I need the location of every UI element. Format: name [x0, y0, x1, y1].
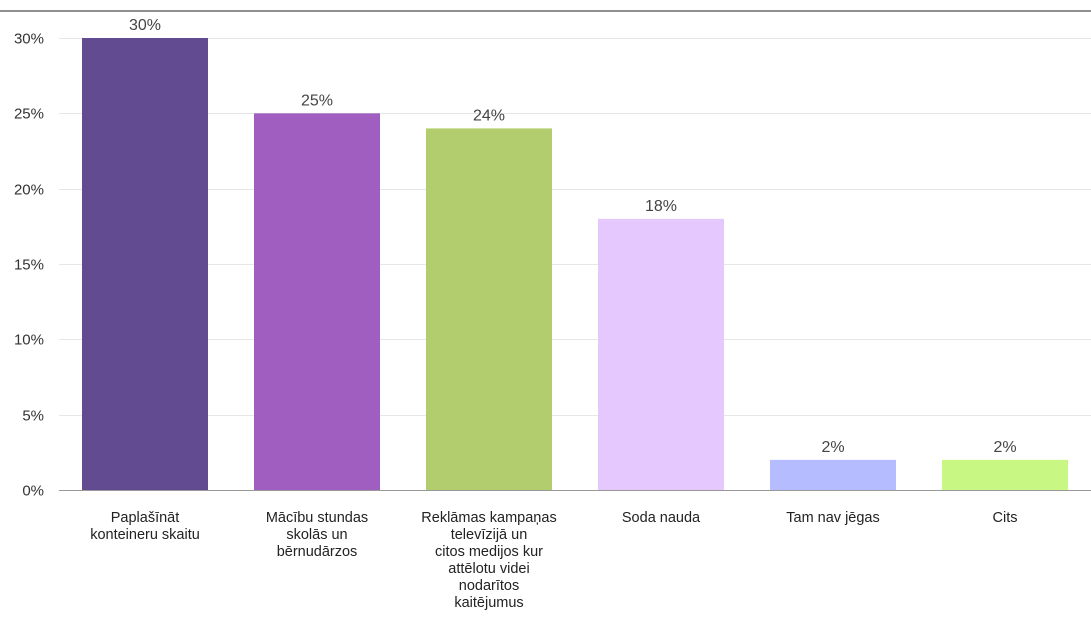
bar — [426, 128, 552, 490]
data-labels: 30% 25% 24% 18% 2% 2% — [129, 17, 1017, 456]
bar-value-label: 25% — [301, 92, 333, 109]
category-label: Paplašīnāt konteineru skaitu — [90, 510, 200, 543]
category-label-line: televīzijā un — [451, 527, 528, 543]
bar-value-label: 24% — [473, 107, 505, 124]
category-label: Reklāmas kampaņas televīzijā un citos medi… — [421, 510, 556, 611]
bar — [598, 218, 724, 491]
category-label: Tam nav jēgas — [786, 510, 880, 526]
category-label-line: citos medijos kur — [435, 544, 543, 560]
bar-value-label: 2% — [993, 439, 1016, 456]
y-tick-label: 0% — [22, 483, 44, 500]
category-label-line: Paplašīnāt — [111, 510, 180, 526]
category-label-line: Cits — [993, 510, 1018, 526]
category-label-line: kaitējumus — [454, 595, 523, 611]
category-label-line: konteineru skaitu — [90, 527, 200, 543]
category-label-line: Tam nav jēgas — [786, 510, 880, 526]
y-tick-label: 20% — [14, 182, 44, 199]
category-label-line: bērnudārzos — [277, 544, 358, 560]
bar — [942, 459, 1068, 490]
bar-value-label: 2% — [821, 439, 844, 456]
gridlines — [59, 38, 1091, 416]
category-label: Mācību stundas skolās un bērnudārzos — [266, 510, 368, 560]
category-label-line: skolās un — [286, 527, 347, 543]
y-tick-label: 10% — [14, 332, 44, 349]
bar — [770, 459, 896, 490]
category-label-line: Reklāmas kampaņas — [421, 510, 556, 526]
bar — [82, 38, 208, 490]
category-label-line: nodarītos — [459, 578, 519, 594]
y-tick-label: 5% — [22, 408, 44, 425]
y-tick-label: 30% — [14, 31, 44, 48]
category-label-line: Mācību stundas — [266, 510, 368, 526]
bars — [82, 38, 1068, 491]
bar-value-label: 18% — [645, 198, 677, 215]
bar-value-label: 30% — [129, 17, 161, 34]
category-label-line: Soda nauda — [622, 510, 701, 526]
category-labels: Paplašīnāt konteineru skaitu Mācību stunda… — [90, 510, 1017, 611]
y-tick-label: 25% — [14, 106, 44, 123]
y-axis-ticks: 0% 5% 10% 15% 20% 25% 30% — [14, 31, 1091, 500]
category-label-line: attēlotu videi — [448, 561, 529, 577]
category-label: Cits — [993, 510, 1018, 526]
y-tick-label: 15% — [14, 257, 44, 274]
bar — [254, 113, 380, 490]
category-label: Soda nauda — [622, 510, 701, 526]
